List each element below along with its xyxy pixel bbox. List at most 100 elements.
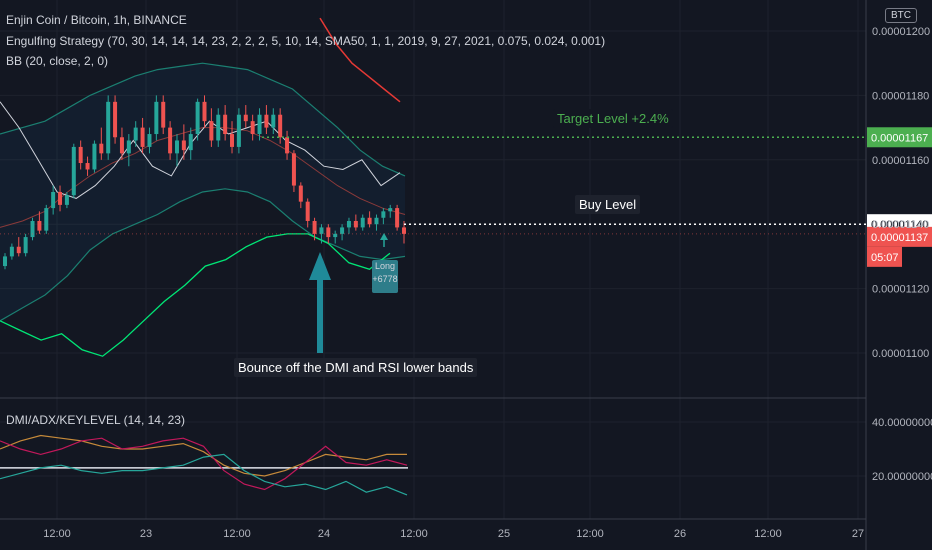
- time-tick-label: 26: [674, 528, 686, 540]
- long-trade-marker: Long +6778: [372, 260, 398, 293]
- candle-body: [99, 143, 104, 154]
- candle-body: [71, 146, 76, 196]
- bb-lower-line: [0, 188, 406, 322]
- countdown-tag: 05:07: [871, 252, 899, 264]
- candle-body: [188, 134, 193, 151]
- di-minus-line: [0, 437, 408, 491]
- candle-body: [223, 114, 228, 135]
- current-price-tag-bg: [867, 226, 932, 247]
- indicator-gridlines: [0, 421, 866, 477]
- candle-body: [360, 217, 365, 228]
- candle-body: [3, 256, 7, 267]
- candle-body: [216, 114, 221, 141]
- candle-body: [319, 227, 324, 234]
- candle-body: [202, 101, 207, 122]
- candle-body: [16, 246, 21, 254]
- bb-basis-line: [0, 127, 406, 228]
- price-tick-label: 0.00001160: [872, 155, 929, 167]
- candle-body: [340, 227, 345, 234]
- candle-body: [402, 227, 406, 234]
- candle-body: [367, 217, 372, 225]
- candle-body: [119, 137, 124, 154]
- target-price-tag: 0.00001167: [871, 132, 928, 144]
- price-tick-label: 0.00001120: [872, 284, 929, 296]
- axis-labels: 0.00001200 0.00001180 0.00001160 0.00001140…: [43, 26, 932, 540]
- candle-body: [85, 163, 90, 170]
- bounce-arrow-head: [309, 252, 331, 280]
- time-tick-label: 24: [318, 528, 330, 540]
- currency-badge[interactable]: BTC: [885, 8, 917, 23]
- candle-body: [147, 134, 152, 147]
- strategy-label: Engulfing Strategy (70, 30, 14, 14, 14, …: [6, 34, 606, 48]
- long-label: Long: [374, 261, 396, 271]
- candle-body: [154, 101, 159, 135]
- candles: [3, 95, 406, 270]
- bounce-arrow-shaft: [317, 275, 323, 353]
- candle-body: [388, 208, 393, 212]
- time-tick-label: 12:00: [43, 528, 71, 540]
- candle-body: [44, 208, 49, 231]
- candle-body: [395, 208, 400, 228]
- time-tick-label: 23: [140, 528, 152, 540]
- di-plus-line: [0, 453, 408, 496]
- chart-title: Enjin Coin / Bitcoin, 1h, BINANCE: [6, 13, 187, 27]
- candle-body: [381, 211, 386, 218]
- candle-body: [333, 233, 338, 238]
- candle-body: [285, 137, 290, 154]
- candle-body: [298, 185, 303, 202]
- time-tick-label: 12:00: [754, 528, 782, 540]
- candle-body: [161, 101, 166, 128]
- target-level-label: Target Level +2.4%: [553, 109, 673, 128]
- candle-body: [64, 195, 69, 205]
- candle-body: [264, 114, 269, 128]
- price-tick-label: 0.00001100: [872, 348, 929, 360]
- time-tick-label: 12:00: [223, 528, 251, 540]
- candle-body: [113, 101, 118, 138]
- rsi-line: [0, 233, 391, 357]
- candle-body: [140, 127, 145, 147]
- price-gridlines: [0, 0, 866, 519]
- countdown-tag-bg: [867, 246, 902, 267]
- candle-body: [209, 121, 214, 141]
- candle-body: [353, 220, 358, 228]
- bb-label: BB (20, close, 2, 0): [6, 54, 109, 68]
- target-price-tag-bg: [867, 127, 932, 148]
- candle-body: [305, 201, 310, 221]
- candle-body: [312, 220, 317, 234]
- candle-body: [278, 114, 283, 138]
- candle-body: [346, 220, 351, 228]
- price-tick-label: 0.00001140: [872, 219, 929, 231]
- candle-body: [106, 101, 111, 154]
- candle-body: [133, 127, 138, 141]
- candle-body: [58, 192, 63, 205]
- candle-body: [374, 217, 379, 225]
- candle-body: [326, 227, 331, 238]
- red-indicator-line: [319, 17, 401, 103]
- annotation-arrows: [309, 233, 388, 353]
- candle-body: [236, 114, 241, 147]
- candle-body: [78, 146, 83, 164]
- candle-body: [230, 134, 235, 147]
- bb-upper-line: [0, 62, 406, 177]
- time-tick-label: 27: [852, 528, 864, 540]
- adx-line: [0, 434, 407, 477]
- current-price-tag: 0.00001137: [871, 232, 928, 244]
- candle-body: [243, 114, 248, 122]
- candle-body: [174, 140, 179, 154]
- dmi-tick-label: 20.00000000: [872, 471, 932, 483]
- indicator-lines: [0, 17, 406, 357]
- candle-body: [195, 101, 200, 135]
- candle-body: [257, 114, 262, 135]
- dmi-label: DMI/ADX/KEYLEVEL (14, 14, 23): [6, 413, 185, 427]
- price-tick-label: 0.00001180: [872, 90, 929, 102]
- time-tick-label: 12:00: [576, 528, 604, 540]
- time-tick-label: 12:00: [400, 528, 428, 540]
- candle-body: [51, 192, 56, 209]
- dmi-tick-label: 40.00000000: [872, 417, 932, 429]
- time-tick-label: 25: [498, 528, 510, 540]
- candle-body: [291, 153, 296, 186]
- candle-body: [168, 127, 173, 154]
- candle-body: [181, 140, 186, 151]
